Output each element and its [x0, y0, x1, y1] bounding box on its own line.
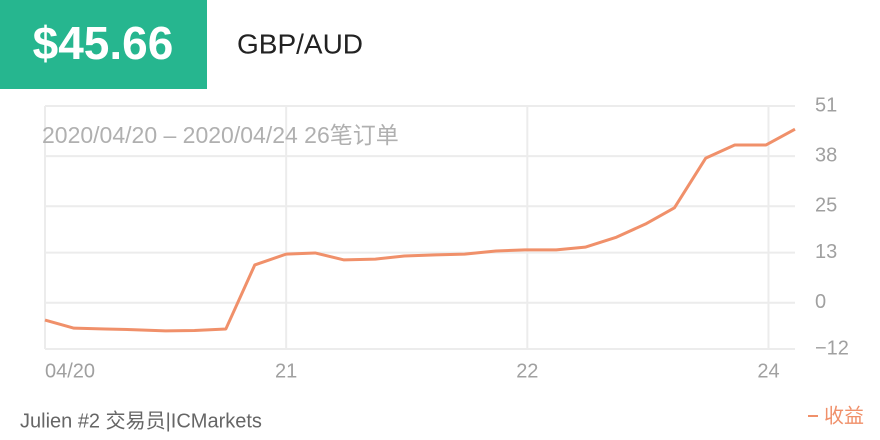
x-tick-label: 04/20	[45, 360, 95, 382]
y-tick-label: −12	[815, 337, 849, 359]
price-badge	[0, 0, 207, 89]
legend-label: 收益	[824, 404, 864, 427]
y-tick-label: 25	[815, 195, 837, 217]
x-tick-label: 22	[516, 360, 538, 382]
plot: −12 0 13 25 38 51 04/20 21 22 24	[44, 94, 849, 382]
y-tick-label: 13	[815, 241, 837, 263]
x-tick-label: 21	[275, 360, 297, 382]
price: $45.66	[33, 17, 174, 69]
x-tick-label: 24	[757, 360, 779, 382]
y-tick-label: 51	[815, 94, 837, 116]
footer: Julien #2 交易员|ICMarkets	[20, 409, 262, 432]
chart-title: GBP/AUD	[237, 28, 363, 59]
y-tick-label: 38	[815, 144, 837, 166]
line	[44, 127, 796, 333]
subtitle: 2020/04/20 – 2020/04/24 26笔订单	[42, 122, 399, 148]
y-tick-label: 0	[815, 291, 826, 313]
